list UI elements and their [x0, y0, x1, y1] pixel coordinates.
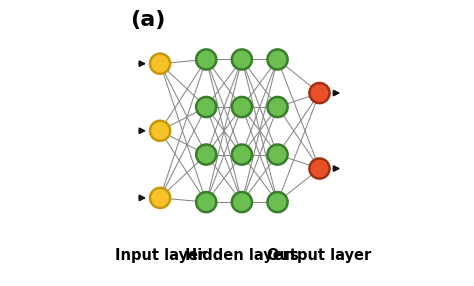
Text: (a): (a) [131, 10, 166, 30]
Circle shape [232, 192, 252, 212]
Circle shape [196, 49, 216, 69]
Circle shape [150, 121, 170, 141]
Text: Hidden layers: Hidden layers [185, 248, 299, 263]
Circle shape [196, 97, 216, 117]
Text: Input layer: Input layer [115, 248, 205, 263]
Circle shape [232, 144, 252, 165]
Circle shape [232, 49, 252, 69]
Circle shape [310, 83, 329, 103]
Circle shape [267, 49, 288, 69]
Circle shape [232, 97, 252, 117]
Circle shape [150, 188, 170, 208]
Circle shape [267, 97, 288, 117]
Circle shape [310, 158, 329, 179]
Circle shape [267, 192, 288, 212]
Circle shape [196, 192, 216, 212]
Circle shape [267, 144, 288, 165]
Circle shape [196, 144, 216, 165]
Text: Output layer: Output layer [267, 248, 372, 263]
Circle shape [150, 53, 170, 74]
